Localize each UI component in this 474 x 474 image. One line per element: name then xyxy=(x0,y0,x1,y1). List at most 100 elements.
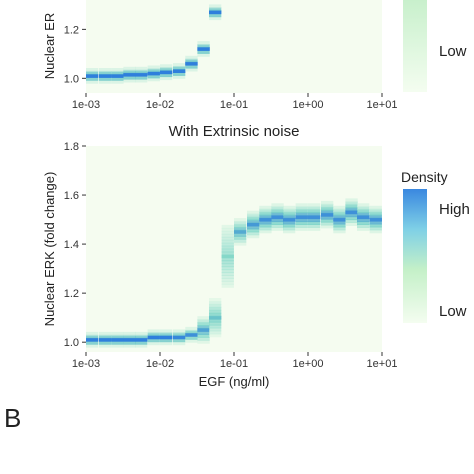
top-legend-colorbar xyxy=(403,0,427,92)
heatmap-cell xyxy=(135,75,148,80)
heatmap-cell xyxy=(295,223,308,228)
heatmap-cell xyxy=(209,312,222,317)
heatmap-cell xyxy=(295,218,308,223)
heatmap-cell xyxy=(333,229,346,234)
heatmap-cell xyxy=(369,208,382,213)
heatmap-cell xyxy=(221,272,234,276)
heatmap-cell xyxy=(135,331,148,336)
heatmap-cell xyxy=(197,336,210,341)
heatmap-cell xyxy=(209,330,222,335)
heatmap-peak xyxy=(295,215,308,219)
heatmap-cell xyxy=(173,74,186,79)
top-y-axis-label: Nuclear ER xyxy=(42,13,57,79)
heatmap-cell xyxy=(247,228,260,233)
heatmap-cell xyxy=(197,52,210,57)
heatmap-cell xyxy=(283,229,296,234)
heatmap-cell xyxy=(333,208,346,213)
heatmap-cell xyxy=(357,203,370,208)
heatmap-cell xyxy=(357,218,370,223)
heatmap-cell xyxy=(369,223,382,228)
heatmap-cell xyxy=(147,68,160,73)
heatmap-cell xyxy=(221,236,234,241)
heatmap-cell xyxy=(135,69,148,74)
heatmap-peak xyxy=(111,74,124,78)
heatmap-cell xyxy=(321,206,334,211)
heatmap-cell xyxy=(259,208,272,213)
heatmap-peak xyxy=(173,69,186,73)
heatmap-peak xyxy=(283,218,296,222)
heatmap-cell xyxy=(221,251,234,256)
heatmap-cell xyxy=(271,223,284,228)
legend-low-label: Low xyxy=(439,303,467,320)
heatmap-peak xyxy=(185,333,198,337)
heatmap-cell xyxy=(86,70,99,75)
heatmap-cell xyxy=(221,248,234,253)
heatmap-cell xyxy=(271,226,284,231)
heatmap-cell xyxy=(259,211,272,216)
heatmap-cell xyxy=(147,77,160,82)
heatmap-cell xyxy=(209,324,222,329)
heatmap-cell xyxy=(308,218,321,223)
heatmap-cell xyxy=(345,198,358,203)
heatmap-cell xyxy=(271,221,284,225)
heatmap-cell xyxy=(209,298,222,302)
heatmap-cell xyxy=(197,333,210,338)
bottom-y-axis-label: Nuclear ERK (fold change) xyxy=(42,172,57,327)
heatmap-cell xyxy=(123,331,136,336)
heatmap-cell xyxy=(321,215,334,220)
heatmap-cell xyxy=(111,340,124,345)
heatmap-cell xyxy=(99,70,112,75)
heatmap-cell xyxy=(197,339,210,344)
heatmap-cell xyxy=(209,4,222,9)
heatmap-cell xyxy=(197,316,210,321)
heatmap-peak xyxy=(357,215,370,219)
heatmap-cell xyxy=(345,216,358,221)
heatmap-cell xyxy=(221,242,234,247)
heatmap-cell xyxy=(86,76,99,81)
heatmap-cell xyxy=(123,78,136,83)
heatmap-cell xyxy=(111,334,124,339)
heatmap-cell xyxy=(123,343,136,348)
heatmap-cell xyxy=(283,208,296,213)
x-tick-label: 1e-02 xyxy=(146,358,174,370)
x-tick-label: 1e-01 xyxy=(220,99,248,111)
heatmap-cell xyxy=(197,41,210,46)
heatmap-cell xyxy=(160,329,173,334)
heatmap-cell xyxy=(308,209,321,214)
heatmap-cell xyxy=(185,326,198,331)
heatmap-cell xyxy=(295,209,308,214)
y-tick-label: 1.4 xyxy=(64,239,79,251)
heatmap-peak xyxy=(271,215,284,219)
heatmap-cell xyxy=(185,338,198,343)
heatmap-cell xyxy=(283,226,296,231)
heatmap-cell xyxy=(369,205,382,210)
heatmap-cell xyxy=(111,331,124,336)
heatmap-cell xyxy=(345,213,358,218)
heatmap-cell xyxy=(197,330,210,335)
top-heatmap-cells xyxy=(86,4,222,84)
heatmap-cell xyxy=(295,212,308,217)
heatmap-cell xyxy=(345,219,358,223)
heatmap-cell xyxy=(209,306,222,311)
heatmap-peak xyxy=(197,47,210,51)
heatmap-cell xyxy=(221,227,234,232)
heatmap-cell xyxy=(197,44,210,48)
heatmap-cell xyxy=(234,241,247,246)
heatmap-peak xyxy=(308,215,321,219)
heatmap-cell xyxy=(369,220,382,225)
heatmap-cell xyxy=(173,71,186,76)
heatmap-cell xyxy=(321,200,334,205)
x-tick-label: 1e-02 xyxy=(146,99,174,111)
heatmap-cell xyxy=(99,76,112,81)
heatmap-cell xyxy=(308,206,321,211)
heatmap-cell xyxy=(333,214,346,219)
heatmap-peak xyxy=(135,338,148,342)
heatmap-cell xyxy=(369,229,382,234)
heatmap-cell xyxy=(160,76,173,81)
heatmap-cell xyxy=(283,223,296,228)
heatmap-peak xyxy=(86,74,99,78)
heatmap-cell xyxy=(197,49,210,54)
heatmap-cell xyxy=(197,325,210,329)
heatmap-cell xyxy=(147,329,160,334)
heatmap-peak xyxy=(160,335,173,339)
